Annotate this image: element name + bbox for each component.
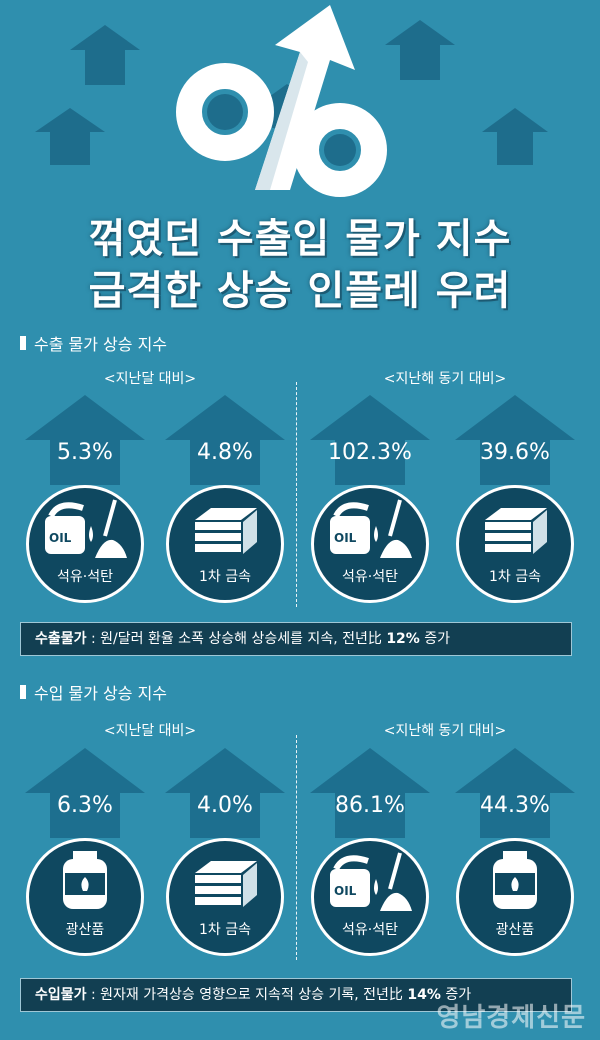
up-arrow-icon	[25, 748, 145, 838]
export-item-2-pct: 4.8%	[197, 440, 253, 465]
import-item-1-label: 광산품	[65, 922, 105, 938]
export-item-1-label: 석유·석탄	[57, 569, 113, 585]
export-item-3-pct: 102.3%	[328, 440, 412, 465]
import-section-title-text: 수입 물가 상승 지수	[34, 684, 168, 703]
export-section-title: 수출 물가 상승 지수	[20, 331, 167, 355]
headline-line-2: 급격한 상승 인플레 우려	[88, 268, 512, 314]
export-item-3-label: 석유·석탄	[342, 569, 398, 585]
export-banner-label: 수출물가	[35, 631, 87, 647]
import-item-2-label: 1차 금속	[199, 922, 251, 938]
export-item-2-label: 1차 금속	[199, 569, 251, 585]
export-banner-pct: 12%	[386, 631, 420, 647]
import-banner-text: : 원자재 가격상승 영향으로 지속적 상승 기록, 전년比	[86, 987, 408, 1003]
export-summary-banner: 수출물가 : 원/달러 환율 소폭 상승해 상승세를 지속, 전년比 12% 증…	[20, 622, 572, 656]
export-item-4-pct: 39.6%	[480, 440, 550, 465]
import-summary-banner: 수입물가 : 원자재 가격상승 영향으로 지속적 상승 기록, 전년比 14% …	[20, 978, 572, 1012]
import-item-1-pct: 6.3%	[57, 793, 113, 818]
export-left-period-label: <지난달 대비>	[103, 371, 197, 387]
up-arrow-icon	[165, 748, 285, 838]
metal-bars-icon	[485, 508, 547, 554]
import-item-2-pct: 4.0%	[197, 793, 253, 818]
export-item-4-label: 1차 금속	[489, 569, 541, 585]
import-divider	[296, 735, 297, 960]
export-divider	[296, 382, 297, 607]
export-item-1-pct: 5.3%	[57, 440, 113, 465]
up-arrow-icon	[455, 395, 575, 485]
oil-coal-icon: OIL	[45, 499, 127, 558]
export-item-3-circle: OIL 석유·석탄	[311, 485, 429, 603]
import-item-2-circle: 1차 금속	[166, 838, 284, 956]
export-banner-tail: 증가	[419, 631, 451, 647]
up-arrow-icon	[310, 395, 430, 485]
oil-coal-icon: OIL	[330, 852, 412, 911]
export-section-title-text: 수출 물가 상승 지수	[34, 335, 168, 354]
bullet-square	[20, 336, 26, 350]
import-item-4-circle: 광산품	[456, 838, 574, 956]
svg-text:OIL: OIL	[49, 531, 72, 545]
import-item-3-circle: OIL 석유·석탄	[311, 838, 429, 956]
headline-line-1: 꺾였던 수출입 물가 지수	[88, 216, 512, 262]
export-item-2-circle: 1차 금속	[166, 485, 284, 603]
percent-arrow-illustration	[35, 5, 548, 197]
up-arrow-icon	[165, 395, 285, 485]
bullet-square	[20, 685, 26, 699]
svg-text:OIL: OIL	[334, 884, 357, 898]
import-right-period-label: <지난해 동기 대비>	[383, 723, 507, 739]
import-banner-label: 수입물가	[35, 987, 87, 1003]
import-banner-pct: 14%	[407, 987, 441, 1003]
metal-bars-icon	[195, 508, 257, 554]
import-section-title: 수입 물가 상승 지수	[20, 680, 167, 704]
oil-coal-icon: OIL	[330, 499, 412, 558]
up-arrow-icon	[455, 748, 575, 838]
export-right-period-label: <지난해 동기 대비>	[383, 371, 507, 387]
export-banner-text: : 원/달러 환율 소폭 상승해 상승세를 지속, 전년比	[86, 631, 387, 647]
import-item-1-circle: 광산품	[26, 838, 144, 956]
gas-cylinder-icon	[493, 851, 537, 909]
svg-text:OIL: OIL	[334, 531, 357, 545]
export-item-4-circle: 1차 금속	[456, 485, 574, 603]
gas-cylinder-icon	[63, 851, 107, 909]
up-arrow-icon	[25, 395, 145, 485]
export-item-1-circle: OIL 석유·석탄	[26, 485, 144, 603]
up-arrow-icon	[310, 748, 430, 838]
import-item-3-label: 석유·석탄	[342, 922, 398, 938]
import-banner-tail: 증가	[440, 987, 472, 1003]
import-item-3-pct: 86.1%	[335, 793, 405, 818]
import-item-4-label: 광산품	[495, 922, 535, 938]
newspaper-watermark: 영남경제신문	[436, 1003, 586, 1033]
import-left-period-label: <지난달 대비>	[103, 723, 197, 739]
metal-bars-icon	[195, 861, 257, 907]
import-item-4-pct: 44.3%	[480, 793, 550, 818]
